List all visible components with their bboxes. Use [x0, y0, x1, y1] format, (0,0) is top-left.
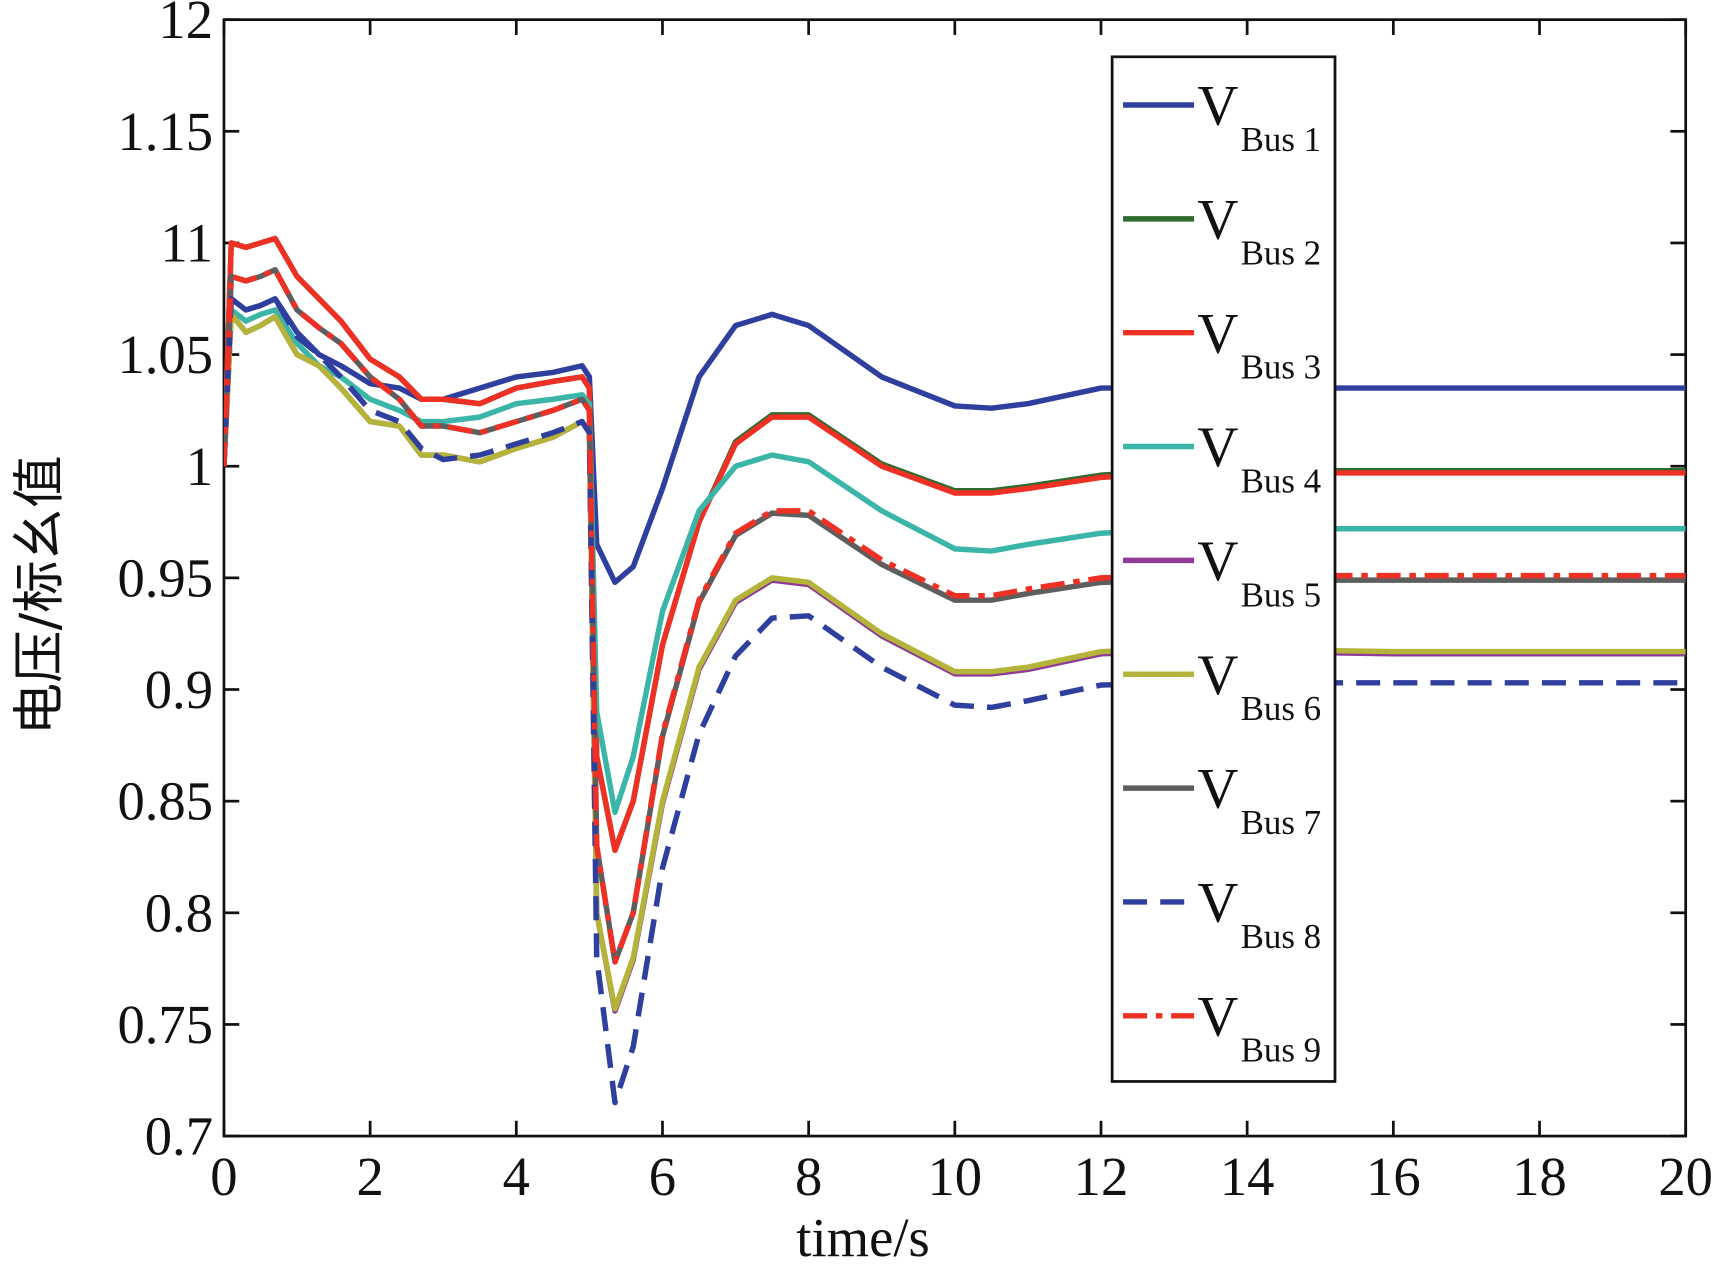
series-line — [223, 267, 1686, 965]
x-tick-label: 10 — [928, 1146, 983, 1207]
legend-box — [1110, 55, 1337, 1083]
legend-label: VBus 4 — [1197, 416, 1321, 500]
series-line — [223, 311, 1686, 1012]
y-tick-label: 1 — [186, 436, 213, 497]
x-axis-label: time/s — [796, 1207, 929, 1268]
x-tick-label: 8 — [795, 1146, 822, 1207]
series-line — [223, 296, 1686, 1106]
x-tick-label: 18 — [1512, 1146, 1567, 1207]
y-tick-label: 0.9 — [145, 659, 213, 720]
legend-label: VBus 7 — [1197, 758, 1321, 842]
y-axis-label: 电压/标幺值 — [9, 455, 70, 735]
x-tick-label: 12 — [1074, 1146, 1129, 1207]
y-tick-label: 1.05 — [117, 324, 213, 385]
y-tick-label: 11 — [160, 213, 213, 274]
y-tick-label: 0.95 — [117, 547, 213, 608]
series-line — [223, 267, 1686, 965]
y-tick-label: 0.85 — [117, 771, 213, 832]
series-line — [223, 235, 1686, 854]
y-tick-label: 1.15 — [117, 101, 213, 162]
x-tick-label: 14 — [1220, 1146, 1275, 1207]
x-tick-label: 6 — [649, 1146, 676, 1207]
x-tick-label: 20 — [1658, 1146, 1713, 1207]
x-tick-label: 4 — [503, 1146, 530, 1207]
legend-label: VBus 9 — [1197, 985, 1321, 1069]
series-line — [223, 296, 1686, 586]
series-line — [223, 235, 1686, 854]
y-tick-label: 0.8 — [145, 882, 213, 943]
y-tick-label: 12 — [158, 0, 213, 50]
x-tick-label: 0 — [210, 1146, 237, 1207]
legend-label: VBus 6 — [1197, 644, 1321, 728]
legend-label: VBus 3 — [1197, 302, 1321, 386]
legend-label: VBus 5 — [1197, 530, 1321, 614]
y-tick-label: 0.7 — [145, 1106, 213, 1167]
legend-label: VBus 2 — [1197, 189, 1321, 273]
x-tick-label: 16 — [1366, 1146, 1421, 1207]
legend-label: VBus 1 — [1197, 75, 1321, 159]
y-tick-label: 0.75 — [117, 994, 213, 1055]
series-line — [223, 307, 1686, 816]
legend: VBus 1 VBus 2 VBus 3 VBus 4 VBus 5 VBus 6 VBus… — [1110, 55, 1337, 1083]
legend-label: VBus 8 — [1197, 872, 1321, 956]
x-tick-label: 2 — [356, 1146, 383, 1207]
